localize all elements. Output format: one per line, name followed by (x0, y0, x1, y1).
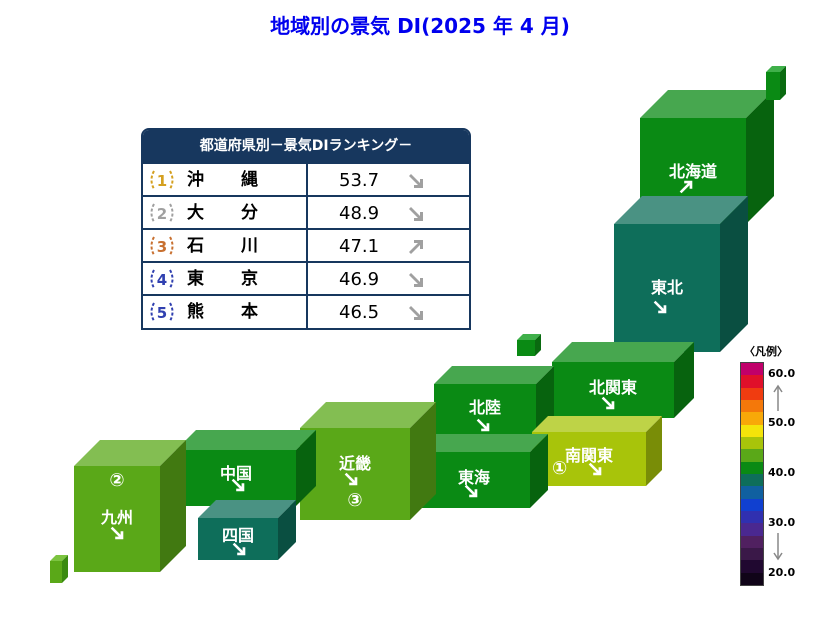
region-label: 四国 (221, 526, 254, 545)
rank-number: 3 (157, 238, 167, 256)
trend-down-icon (409, 273, 423, 287)
legend-swatch (741, 560, 763, 573)
region-rank-mark: ① (552, 458, 568, 479)
legend-swatch (741, 510, 763, 524)
legend-swatch (741, 535, 763, 548)
rank-number: 4 (157, 271, 167, 289)
legend-swatch (741, 486, 763, 499)
region-label: 中国 (219, 464, 252, 483)
column-divider (306, 230, 308, 263)
legend-swatch (741, 436, 763, 450)
legend-swatch (741, 547, 763, 561)
legend-swatch (741, 572, 763, 585)
region-block-kinki: 近畿 ③ (300, 402, 436, 520)
island-block-north (766, 66, 786, 100)
legend-color-scale (740, 362, 764, 586)
region-label: 東海 (457, 468, 490, 487)
legend-swatch (741, 461, 763, 474)
legend-title: 〈凡例〉 (744, 345, 788, 358)
region-block-shikoku: 四国 (198, 500, 296, 560)
trend-down-icon (110, 526, 124, 540)
rank-badge-icon: 1 (148, 167, 176, 193)
region-label: 九州 (100, 508, 133, 527)
region-label: 北海道 (668, 162, 717, 181)
di-value: 46.9 (339, 269, 380, 290)
trend-down-icon (231, 478, 245, 492)
region-block-tokai: 東海 (418, 434, 548, 508)
legend-swatch (741, 375, 763, 388)
prefecture-name: 沖縄 (187, 170, 260, 190)
rank-badge-icon: 2 (148, 200, 176, 226)
rank-number: 5 (157, 304, 167, 322)
trend-down-icon (232, 542, 246, 556)
legend-swatch (741, 498, 763, 511)
region-block-minamikanto: 南関東 ① (532, 416, 662, 486)
rank-number: 2 (157, 205, 167, 223)
legend-tick-40: 40.0 (768, 466, 796, 479)
di-value: 48.9 (339, 203, 380, 224)
trend-down-icon (601, 396, 615, 410)
region-rank-mark: ③ (347, 490, 363, 511)
legend-tick-30: 30.0 (768, 516, 796, 529)
region-block-kyushu: 九州 ② (74, 440, 186, 572)
legend-swatch (741, 412, 763, 425)
ranking-table: 都道府県別－景気DIランキング－ 1 沖縄 53.7 2 大分 48.9 3 石川 47.1 4 東… (141, 128, 471, 330)
legend-tick-50: 50.0 (768, 416, 796, 429)
legend-swatch (741, 363, 763, 376)
region-block-chugoku: 中国 (176, 430, 316, 506)
legend-swatch (741, 399, 763, 413)
trend-up-icon (679, 180, 693, 194)
region-label: 北陸 (468, 398, 501, 417)
page-title: 地域別の景気 DI(2025 年 4 月) (270, 14, 570, 38)
legend-tick-20: 20.0 (768, 566, 796, 579)
column-divider (306, 164, 308, 197)
trend-up-icon (409, 240, 423, 254)
region-block-tohoku: 東北 (614, 196, 748, 352)
legend-swatch (741, 424, 763, 437)
region-label: 北関東 (588, 378, 637, 397)
column-divider (306, 263, 308, 296)
legend-scale-arrow-icon (773, 384, 783, 561)
di-value: 47.1 (339, 236, 380, 257)
trend-down-icon (464, 484, 478, 498)
ranking-header: 都道府県別－景気DIランキング－ (143, 130, 469, 162)
region-label: 南関東 (564, 446, 613, 465)
di-value: 46.5 (339, 302, 380, 323)
trend-down-icon (588, 462, 602, 476)
region-rank-mark: ② (109, 470, 125, 491)
ranking-row: 4 東京 46.9 (143, 261, 469, 296)
trend-down-icon (653, 300, 667, 314)
region-label: 近畿 (338, 454, 371, 473)
island-block-okinawa (50, 555, 68, 583)
trend-down-icon (409, 306, 423, 320)
ranking-row: 5 熊本 46.5 (143, 294, 469, 328)
rank-badge-icon: 4 (148, 266, 176, 292)
column-divider (306, 296, 308, 328)
di-value: 53.7 (339, 170, 380, 191)
rank-number: 1 (157, 172, 167, 190)
region-label: 東北 (650, 278, 683, 297)
legend-swatch (741, 523, 763, 536)
ranking-row: 3 石川 47.1 (143, 228, 469, 263)
column-divider (306, 197, 308, 230)
prefecture-name: 大分 (187, 203, 260, 223)
prefecture-name: 東京 (187, 269, 260, 289)
rank-badge-icon: 5 (148, 299, 176, 325)
ranking-row: 2 大分 48.9 (143, 195, 469, 230)
legend-tick-60: 60.0 (768, 367, 796, 380)
legend-swatch (741, 449, 763, 462)
region-block-kitakanto: 北関東 (552, 342, 694, 418)
trend-down-icon (409, 174, 423, 188)
trend-down-icon (344, 472, 358, 486)
ranking-row: 1 沖縄 53.7 (143, 162, 469, 197)
rank-badge-icon: 3 (148, 233, 176, 259)
prefecture-name: 石川 (187, 236, 260, 256)
legend-swatch (741, 473, 763, 487)
island-block-sado (517, 334, 541, 356)
trend-down-icon (409, 207, 423, 221)
legend-swatch (741, 387, 763, 400)
trend-down-icon (476, 418, 490, 432)
prefecture-name: 熊本 (187, 302, 260, 322)
